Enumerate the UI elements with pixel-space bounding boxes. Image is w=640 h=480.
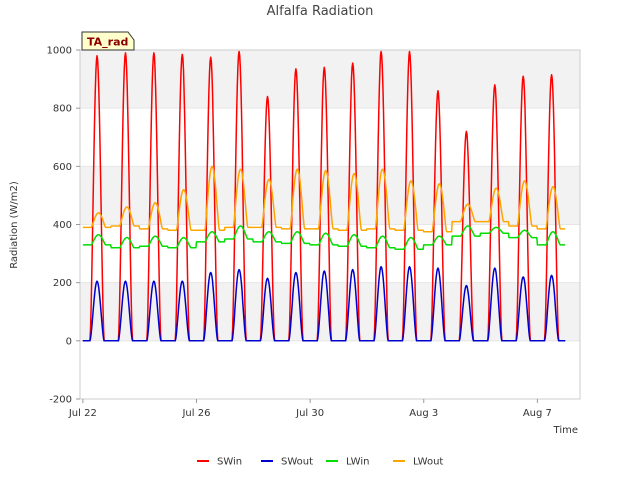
y-tick-label: -200 <box>49 395 72 406</box>
y-tick-label: 0 <box>66 336 72 347</box>
x-tick-label: Jul 30 <box>295 408 324 419</box>
legend-label: SWout <box>281 457 313 468</box>
y-tick-label: 600 <box>53 162 72 173</box>
plot-bands <box>80 49 580 400</box>
y-tick-label: 800 <box>53 104 72 115</box>
badge-label: TA_rad <box>87 36 128 49</box>
plot-band <box>80 340 580 399</box>
plot-band <box>80 108 580 167</box>
legend-label: LWout <box>413 457 443 468</box>
y-tick-label: 200 <box>53 278 72 289</box>
legend: SWin SWout LWin LWout <box>197 457 443 468</box>
x-axis-ticks: Jul 22 Jul 26 Jul 30 Aug 3 Aug 7 <box>68 399 552 419</box>
badge-box <box>81 31 135 51</box>
y-axis-ticks: -200 0 200 400 600 800 1000 <box>47 46 80 406</box>
y-axis-title: Radiation (W/m2) <box>9 181 20 269</box>
series-line-lwin <box>82 225 566 250</box>
legend-label: SWin <box>217 457 242 468</box>
legend-label: LWin <box>346 457 369 468</box>
x-tick-label: Aug 3 <box>409 408 438 419</box>
series-line-lwout <box>82 165 566 233</box>
x-tick-label: Aug 7 <box>523 408 552 419</box>
x-tick-label: Jul 26 <box>181 408 210 419</box>
chart-title: Alfalfa Radiation <box>267 4 374 19</box>
series-line-swout <box>82 265 566 342</box>
x-tick-label: Jul 22 <box>68 408 97 419</box>
badge: TA_rad <box>81 31 135 51</box>
y-tick-label: 1000 <box>47 46 72 57</box>
x-axis-title: Time <box>553 425 578 436</box>
series-lines <box>82 50 566 342</box>
y-tick-label: 400 <box>53 220 72 231</box>
